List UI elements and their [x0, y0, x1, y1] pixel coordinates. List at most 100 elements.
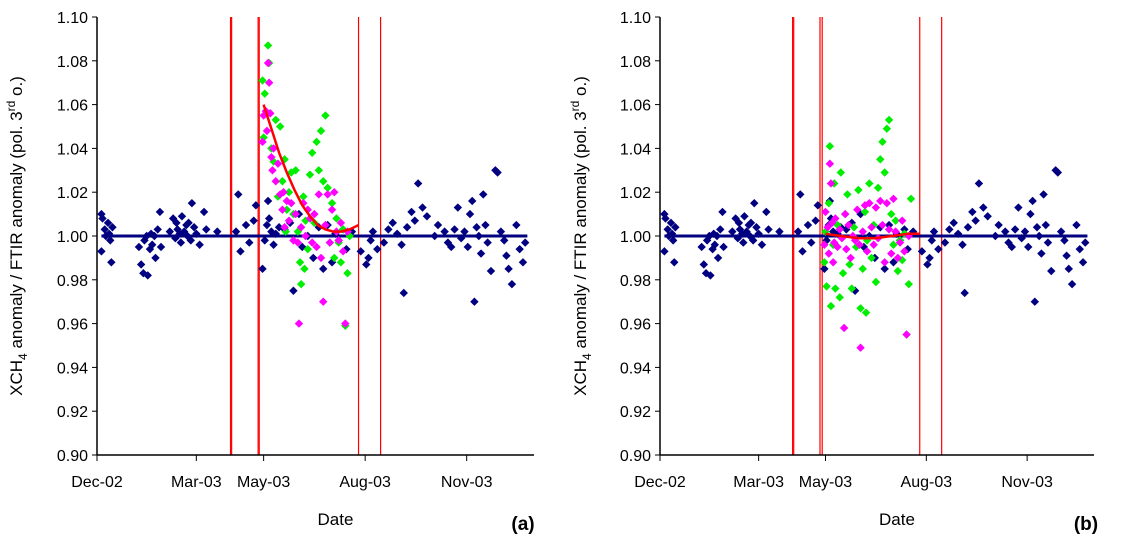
- data-point-green: [303, 244, 312, 254]
- data-point-magenta: [296, 223, 306, 232]
- data-point-magenta: [820, 240, 829, 249]
- data-point-magenta: [336, 218, 346, 228]
- data-point-magenta: [312, 242, 321, 252]
- data-point-green: [299, 192, 308, 201]
- data-point-magenta: [855, 240, 864, 249]
- data-point-dark: [740, 212, 749, 221]
- data-point-green: [876, 155, 885, 164]
- data-point-dark: [463, 242, 472, 252]
- data-point-green: [263, 41, 273, 50]
- data-point-dark: [983, 212, 992, 221]
- data-point-magenta: [307, 238, 317, 247]
- data-point-dark: [213, 227, 222, 236]
- data-point-dark: [192, 229, 201, 239]
- data-point-dark: [744, 220, 753, 230]
- data-point-dark: [177, 212, 187, 221]
- data-point-dark: [979, 203, 988, 212]
- data-point-green: [321, 111, 330, 120]
- x-tick-label: May-03: [237, 474, 290, 491]
- data-point-dark: [468, 196, 477, 206]
- y-axis-title-sup: rd: [4, 101, 18, 112]
- y-axis-title-mid: anomaly / FTIR anomaly (pol. 3: [7, 111, 26, 353]
- data-point-dark: [1081, 238, 1090, 247]
- data-point-green: [882, 124, 892, 133]
- data-point-dark: [271, 229, 280, 239]
- data-point-dark: [728, 227, 737, 236]
- data-point-magenta: [279, 188, 288, 197]
- data-point-dark: [1067, 279, 1077, 289]
- data-point-magenta: [876, 196, 885, 206]
- data-point-dark: [752, 223, 761, 232]
- data-point-dark: [186, 236, 196, 245]
- data-point-green: [323, 183, 332, 193]
- data-point-dark: [189, 223, 199, 232]
- data-point-dark: [1030, 297, 1040, 306]
- data-point-green: [319, 177, 328, 186]
- data-point-dark: [1041, 220, 1050, 230]
- data-point-dark: [927, 236, 936, 245]
- y-tick-label: 0.90: [620, 448, 651, 465]
- data-point-dark: [356, 247, 365, 256]
- data-point-dark: [504, 264, 513, 274]
- data-point-magenta: [258, 137, 267, 147]
- data-point-dark: [241, 220, 251, 230]
- data-point-green: [858, 264, 867, 274]
- data-point-green: [833, 220, 842, 230]
- data-point-green: [300, 264, 309, 274]
- data-point-dark: [971, 216, 980, 225]
- data-point-green: [843, 190, 852, 199]
- data-point-dark: [384, 225, 393, 234]
- y-tick-label: 0.92: [620, 404, 651, 421]
- data-point-magenta: [287, 198, 296, 208]
- data-point-dark: [754, 229, 763, 239]
- data-point-dark: [399, 288, 408, 298]
- data-point-magenta: [867, 223, 876, 232]
- data-point-green: [336, 258, 346, 267]
- data-point-green: [898, 255, 907, 265]
- data-point-green: [314, 166, 324, 175]
- data-point-dark: [106, 236, 115, 245]
- data-point-dark: [199, 207, 209, 217]
- data-point-dark: [100, 225, 109, 234]
- data-point-dark: [1035, 231, 1044, 241]
- data-point-dark: [719, 242, 728, 252]
- data-point-dark: [775, 227, 784, 236]
- data-point-magenta: [878, 220, 887, 230]
- data-point-dark: [407, 207, 416, 217]
- data-point-dark: [842, 225, 851, 234]
- data-point-dark: [856, 209, 865, 219]
- data-point-magenta: [325, 238, 335, 247]
- data-point-dark: [923, 260, 932, 269]
- data-point-dark: [251, 201, 261, 210]
- data-point-dark: [155, 207, 165, 217]
- data-point-dark: [150, 231, 159, 241]
- data-point-magenta: [895, 238, 905, 247]
- data-point-dark: [422, 212, 432, 221]
- data-point-green: [856, 304, 865, 313]
- x-tick-label: Nov-03: [441, 474, 493, 491]
- data-point-magenta: [294, 319, 304, 328]
- data-point-magenta: [839, 323, 849, 333]
- y-axis-title: XCH4 anomaly / FTIR anomaly (pol. 3rd o.…: [568, 76, 594, 396]
- data-point-dark: [397, 240, 406, 249]
- y-tick-label: 0.92: [57, 404, 88, 421]
- data-point-dark: [269, 240, 278, 249]
- data-point-green: [831, 284, 840, 293]
- data-point-dark: [430, 231, 439, 241]
- data-point-dark: [474, 231, 484, 241]
- data-point-green: [295, 258, 305, 267]
- data-point-magenta: [862, 247, 872, 256]
- data-point-green: [332, 214, 341, 223]
- x-tick-label: Aug-03: [901, 474, 953, 491]
- data-point-dark: [1028, 196, 1037, 206]
- data-point-dark: [1056, 227, 1066, 236]
- data-point-dark: [156, 242, 166, 252]
- data-point-dark: [515, 244, 524, 254]
- data-point-magenta: [835, 225, 844, 234]
- data-point-dark: [440, 227, 449, 236]
- data-point-dark: [660, 209, 669, 219]
- data-point-dark: [392, 229, 402, 239]
- data-point-magenta: [310, 209, 319, 219]
- data-point-dark: [147, 240, 157, 249]
- data-point-dark: [413, 179, 423, 188]
